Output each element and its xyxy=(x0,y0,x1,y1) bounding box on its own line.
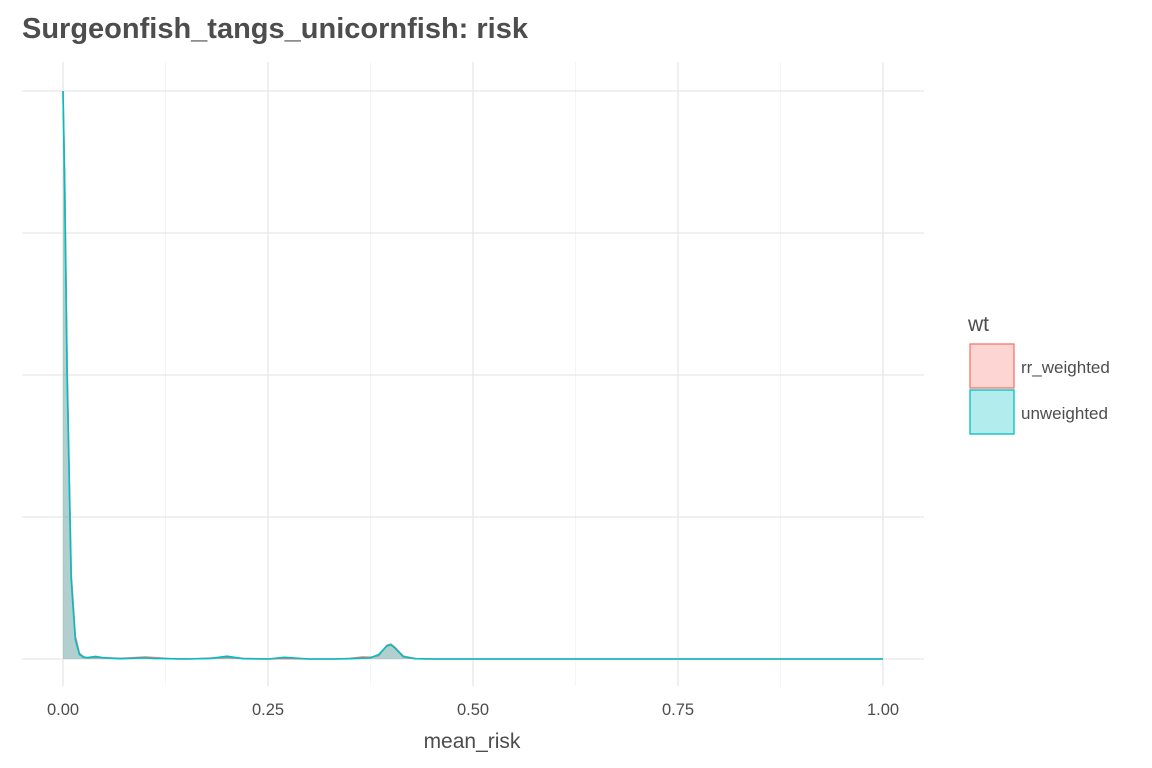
legend-items: rr_weighted unweighted xyxy=(969,343,1110,435)
x-tick-label: 0.25 xyxy=(252,701,284,719)
x-tick-label: 0.00 xyxy=(47,701,79,719)
density-series xyxy=(62,90,883,660)
legend: wt rr_weighted unweighted xyxy=(967,313,1110,435)
legend-label-unweighted: unweighted xyxy=(1021,404,1108,423)
x-axis-tick-labels: 0.00 0.25 0.50 0.75 1.00 xyxy=(47,701,899,719)
legend-key-rr_weighted xyxy=(969,343,1015,389)
legend-key-unweighted xyxy=(969,389,1015,435)
x-tick-label: 1.00 xyxy=(867,701,899,719)
legend-title: wt xyxy=(967,313,989,336)
legend-label-rr_weighted: rr_weighted xyxy=(1021,358,1110,377)
density-line-unweighted xyxy=(62,90,883,660)
grid-lines xyxy=(22,62,924,686)
chart-title: Surgeonfish_tangs_unicornfish: risk xyxy=(22,13,529,45)
x-tick-label: 0.50 xyxy=(457,701,489,719)
x-axis-title: mean_risk xyxy=(424,730,521,753)
x-tick-label: 0.75 xyxy=(662,701,694,719)
